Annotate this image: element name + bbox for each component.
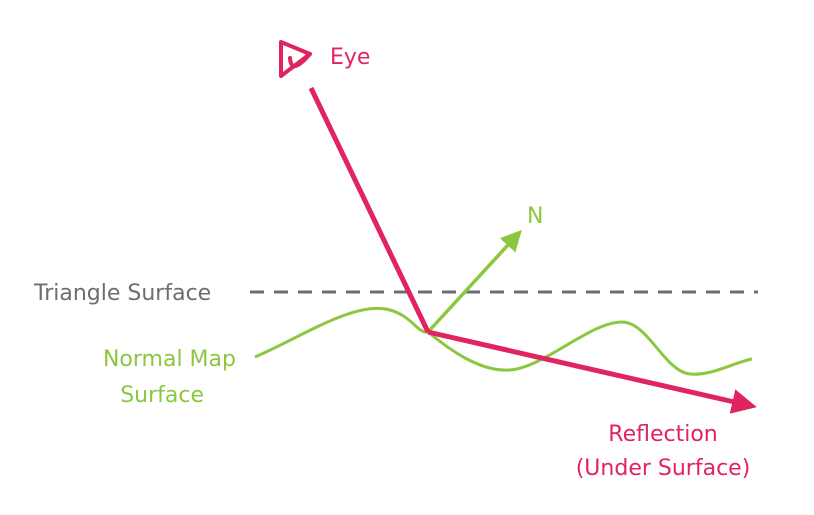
reflection-label-line2: (Under Surface) bbox=[576, 456, 751, 481]
normal-vector-arrow bbox=[426, 229, 522, 334]
reflection-label-line1: Reflection bbox=[608, 422, 717, 447]
normal-map-label-line1: Normal Map bbox=[103, 347, 236, 372]
eye-ray bbox=[308, 86, 431, 334]
eye-icon bbox=[279, 40, 312, 78]
normal-map-surface-curve bbox=[254, 307, 753, 376]
normal-label: N bbox=[527, 204, 543, 229]
triangle-surface-label: Triangle Surface bbox=[33, 281, 211, 306]
normal-map-label-line2: Surface bbox=[120, 383, 204, 408]
reflection-ray bbox=[427, 329, 757, 414]
eye-label: Eye bbox=[330, 45, 370, 70]
